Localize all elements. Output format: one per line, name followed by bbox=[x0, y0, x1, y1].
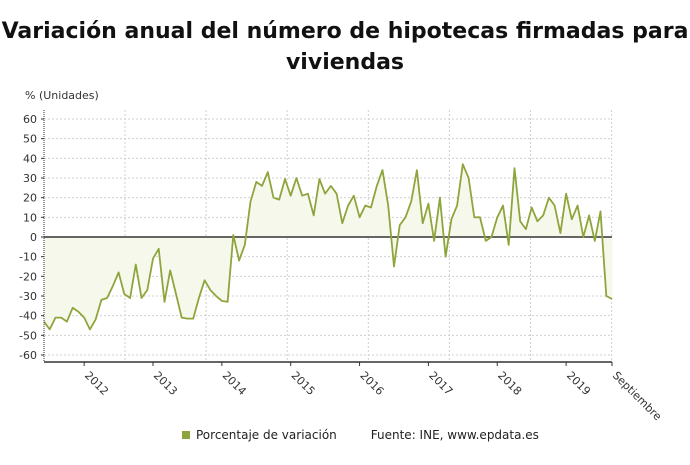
y-tick-label: -20 bbox=[19, 270, 37, 283]
legend-swatch bbox=[182, 431, 190, 439]
legend: Porcentaje de variación Fuente: INE, www… bbox=[182, 428, 539, 442]
x-tick-label: 2019 bbox=[564, 369, 593, 398]
x-tick-label: 2017 bbox=[426, 369, 455, 398]
y-tick-label: 50 bbox=[23, 133, 37, 146]
legend-series-label: Porcentaje de variación bbox=[196, 428, 337, 442]
x-tick-label: 2016 bbox=[357, 369, 386, 398]
y-tick-label: 20 bbox=[23, 192, 37, 205]
y-tick-label: -50 bbox=[19, 329, 37, 342]
source-label: Fuente: INE, www.epdata.es bbox=[370, 428, 539, 442]
y-tick-label: 10 bbox=[23, 211, 37, 224]
x-tick-label: 2013 bbox=[151, 369, 180, 398]
chart-title: Variación anual del número de hipotecas … bbox=[1, 19, 689, 75]
y-tick-label: 40 bbox=[23, 152, 37, 165]
series-area bbox=[44, 164, 612, 330]
x-tick-label: 2015 bbox=[289, 369, 318, 398]
y-tick-label: 0 bbox=[30, 231, 37, 244]
y-tick-label: 60 bbox=[23, 113, 37, 126]
y-tick-label: -10 bbox=[19, 251, 37, 264]
x-tick-label: 2018 bbox=[495, 369, 524, 398]
y-tick-label: -40 bbox=[19, 310, 37, 323]
y-tick-label: 30 bbox=[23, 172, 37, 185]
y-axis-label: % (Unidades) bbox=[25, 89, 99, 102]
y-tick-label: -60 bbox=[19, 349, 37, 362]
y-tick-label: -30 bbox=[19, 290, 37, 303]
series-line bbox=[43, 163, 613, 331]
x-tick-label: 2012 bbox=[82, 369, 111, 398]
x-tick-label: 2014 bbox=[220, 369, 249, 398]
x-tick-label: Septiembre bbox=[610, 369, 664, 423]
